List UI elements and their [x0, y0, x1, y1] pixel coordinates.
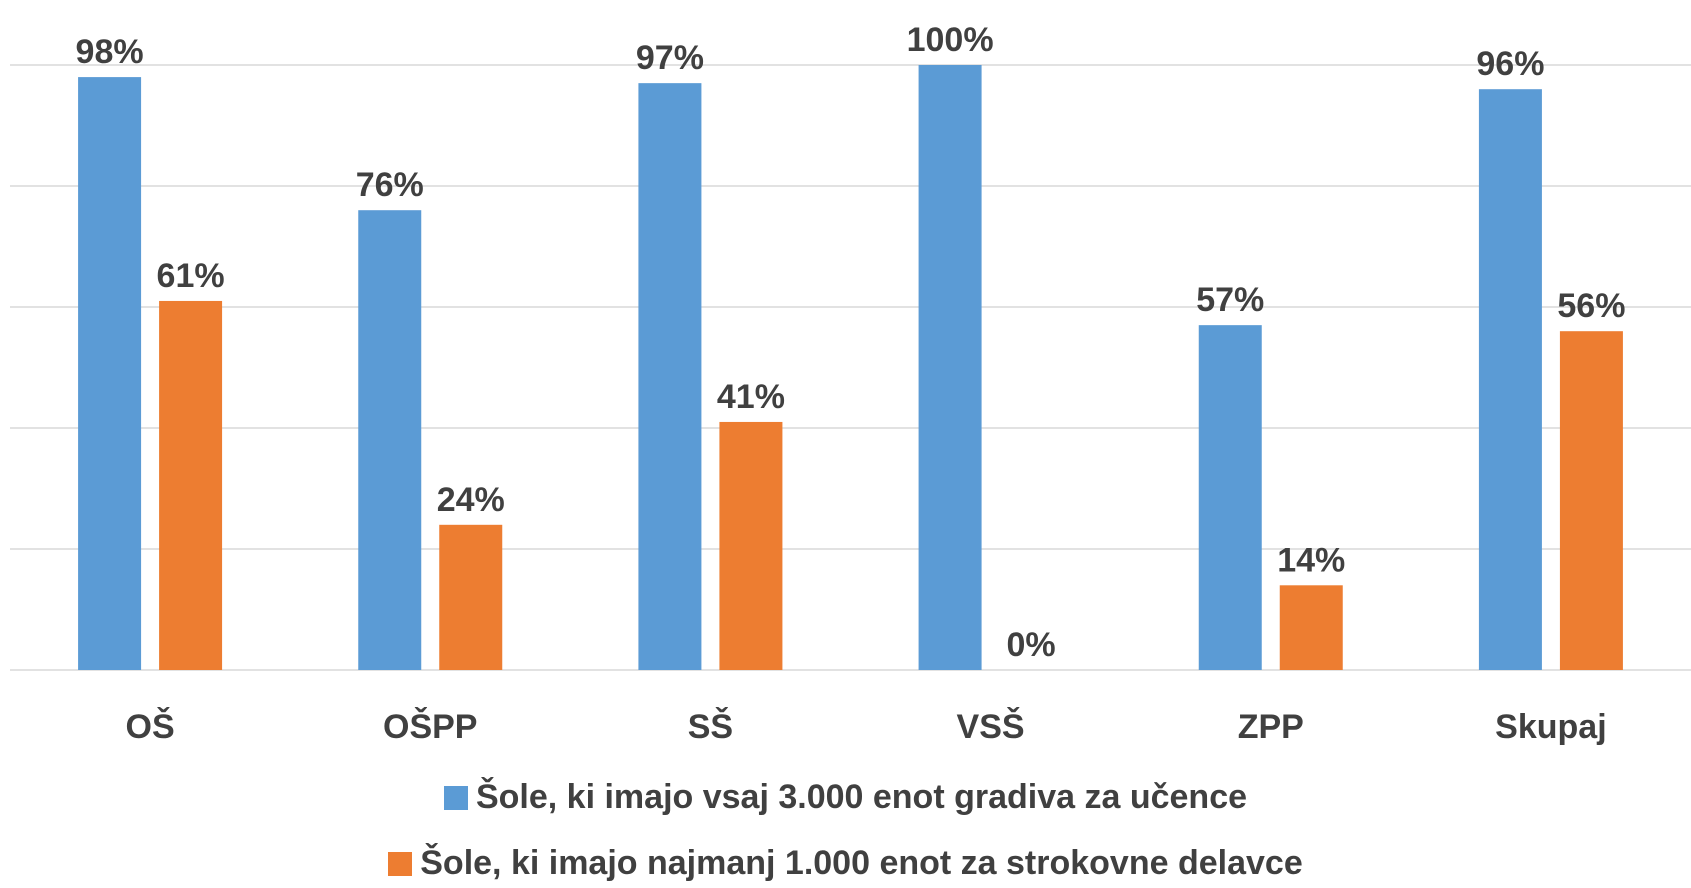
bar-chart: 98% 61% OŠ 76% 24% OŠPP 97% 41% SŠ 100% 0% VSŠ 57% 14…	[10, 21, 1691, 746]
bar-series-2-0	[159, 300, 223, 670]
data-label-series-2-5: 56%	[1557, 287, 1625, 325]
data-label-series-2-4: 14%	[1277, 541, 1345, 579]
bar-series-1-1	[358, 210, 422, 670]
legend-entry-series-2: Šole, ki imajo najmanj 1.000 enot za str…	[0, 844, 1691, 883]
bar-series-1-2	[638, 83, 702, 670]
bar-series-1-5	[1478, 89, 1542, 670]
x-tick-label: VSŠ	[957, 707, 1025, 746]
data-label-series-1-1: 76%	[356, 166, 424, 204]
data-label-series-1-4: 57%	[1196, 281, 1264, 319]
bar-series-1-3	[918, 65, 982, 670]
bar-series-2-1	[439, 524, 503, 670]
bar-series-2-5	[1559, 331, 1623, 670]
data-label-series-2-0: 61%	[157, 257, 225, 295]
bar-series-1-4	[1198, 325, 1262, 670]
data-label-series-2-2: 41%	[717, 378, 785, 416]
bar-series-2-2	[719, 421, 783, 670]
data-label-series-1-3: 100%	[907, 21, 994, 59]
bar-series-2-4	[1279, 585, 1343, 670]
x-tick-label: OŠ	[126, 707, 175, 746]
legend-swatch-series-1	[443, 785, 468, 810]
legend-entry-series-1: Šole, ki imajo vsaj 3.000 enot gradiva z…	[0, 778, 1691, 817]
x-tick-label: Skupaj	[1495, 708, 1606, 746]
bar-series-1-0	[78, 77, 142, 671]
data-label-series-1-0: 98%	[76, 33, 144, 71]
data-label-series-1-2: 97%	[636, 39, 704, 77]
legend-swatch-series-2	[388, 851, 413, 876]
data-label-series-1-5: 96%	[1476, 45, 1544, 83]
x-tick-label: ZPP	[1238, 708, 1304, 746]
data-label-series-2-3: 0%	[1007, 626, 1056, 664]
legend-label-series-1: Šole, ki imajo vsaj 3.000 enot gradiva z…	[475, 778, 1248, 816]
data-label-series-2-1: 24%	[437, 481, 505, 519]
x-tick-label: OŠPP	[383, 707, 477, 746]
legend-label-series-2: Šole, ki imajo najmanj 1.000 enot za str…	[420, 844, 1303, 882]
x-tick-label: SŠ	[688, 707, 733, 746]
